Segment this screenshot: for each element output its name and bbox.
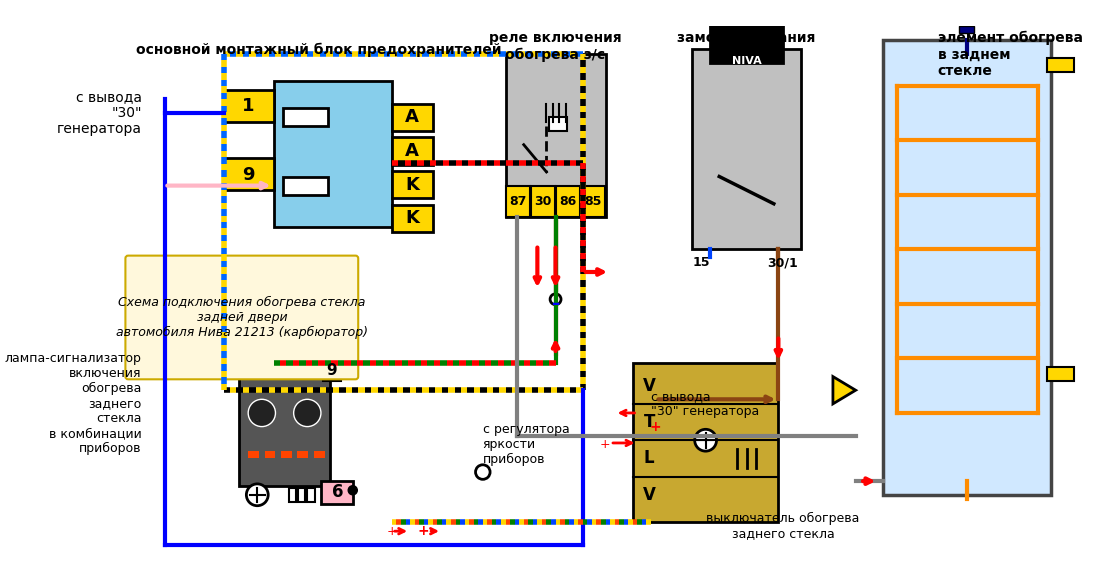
Circle shape (291, 333, 323, 366)
Text: 1: 1 (242, 96, 254, 114)
Text: 30: 30 (534, 196, 552, 208)
Bar (297, 451, 308, 458)
Text: 30/1: 30/1 (767, 256, 798, 269)
Text: A: A (405, 109, 418, 126)
Text: +: + (650, 419, 661, 433)
Circle shape (476, 465, 490, 479)
Bar (582, 186, 605, 217)
Text: NIVA: NIVA (732, 57, 762, 67)
Bar (633, 363, 778, 522)
Text: 9: 9 (242, 166, 254, 184)
Text: основной монтажный блок предохранителей: основной монтажный блок предохранителей (137, 43, 502, 57)
Circle shape (550, 294, 561, 305)
Circle shape (245, 333, 278, 366)
Text: замок зажигания: замок зажигания (678, 31, 816, 45)
Polygon shape (1047, 367, 1074, 381)
Text: K: K (405, 209, 418, 227)
Polygon shape (832, 377, 856, 404)
FancyBboxPatch shape (126, 256, 358, 379)
Bar (307, 488, 315, 502)
Text: V: V (643, 377, 656, 395)
Text: 15: 15 (692, 256, 710, 269)
Bar (507, 186, 530, 217)
Bar (280, 451, 291, 458)
Circle shape (246, 484, 268, 506)
Text: выключатель обогрева
заднего стекла: выключатель обогрева заднего стекла (707, 512, 860, 540)
Polygon shape (1047, 58, 1074, 72)
Bar (289, 488, 296, 502)
Text: с вывода
"30" генератора: с вывода "30" генератора (651, 390, 760, 418)
Circle shape (248, 399, 276, 426)
Text: 9: 9 (327, 363, 337, 378)
Text: Схема подключения обогрева стекла
задней двери
автомобиля Нива 21213 (карбюратор: Схема подключения обогрева стекла задней… (116, 296, 368, 339)
Bar (531, 186, 554, 217)
Bar (322, 359, 341, 381)
Bar (710, 13, 783, 63)
Text: V: V (643, 486, 656, 504)
Bar (392, 205, 433, 232)
Bar (240, 304, 330, 486)
Bar (314, 451, 325, 458)
Circle shape (294, 399, 321, 426)
Text: T: T (644, 413, 655, 431)
Text: –: – (551, 295, 560, 313)
Text: с вывода
"30"
генератора: с вывода "30" генератора (56, 90, 141, 136)
Bar (224, 90, 274, 122)
Bar (556, 186, 580, 217)
Bar (959, 26, 974, 33)
Text: 85: 85 (584, 196, 602, 208)
Bar (392, 104, 433, 131)
Bar (224, 158, 274, 190)
Bar (283, 108, 328, 127)
Bar (549, 117, 567, 131)
Text: +: + (386, 524, 397, 538)
Bar (392, 137, 433, 165)
Text: элемент обогрева
в заднем
стекле: элемент обогрева в заднем стекле (937, 31, 1083, 78)
Bar (392, 171, 433, 199)
Bar (692, 49, 802, 249)
Text: 86: 86 (560, 196, 576, 208)
Text: реле включения
обогрева з/с: реле включения обогрева з/с (489, 31, 622, 61)
Text: L: L (644, 450, 655, 467)
Text: лампа-сигнализатор
включения
обогрева
заднего
стекла
в комбинации
приборов: лампа-сигнализатор включения обогрева за… (4, 352, 141, 456)
Bar (883, 40, 1051, 495)
Text: 87: 87 (509, 196, 527, 208)
Text: с регулятора
яркости
приборов: с регулятора яркости приборов (482, 423, 570, 467)
Text: A: A (405, 142, 418, 160)
Bar (265, 451, 276, 458)
Text: 6: 6 (331, 483, 343, 501)
Circle shape (694, 429, 716, 451)
Text: +: + (418, 524, 429, 538)
Text: +: + (599, 438, 611, 451)
Bar (298, 488, 306, 502)
Bar (506, 54, 606, 217)
Text: K: K (405, 176, 418, 194)
Circle shape (348, 486, 358, 495)
Bar (274, 81, 392, 227)
Bar (283, 176, 328, 194)
Bar (321, 481, 353, 504)
Bar (248, 451, 259, 458)
